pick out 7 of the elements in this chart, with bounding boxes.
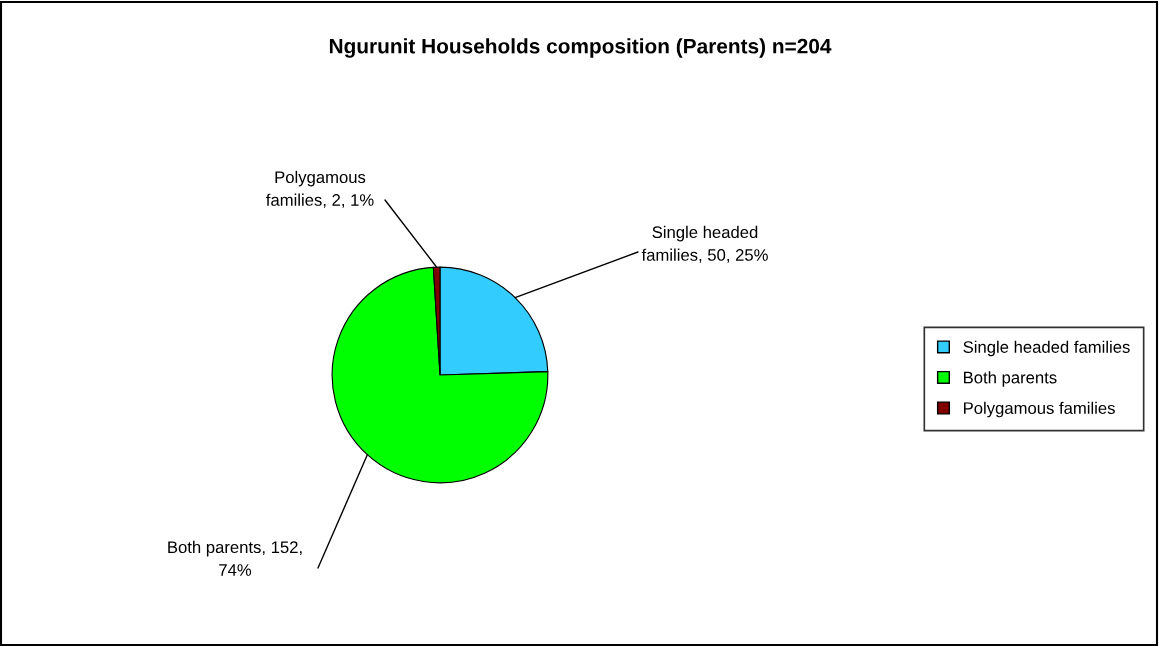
data-label: Both parents, 152, 74% <box>168 540 302 576</box>
data-label: Single headed families, 50, 25% <box>641 225 768 263</box>
legend-label: Both parents <box>964 371 1057 387</box>
legend-label: Polygamous families <box>964 401 1115 418</box>
chart-title: Ngurunit Households composition (Parents) n=204 <box>329 38 832 58</box>
data-label: Polygamous families, 2, 1% <box>266 170 374 208</box>
legend-label: Single headed families <box>963 340 1130 357</box>
